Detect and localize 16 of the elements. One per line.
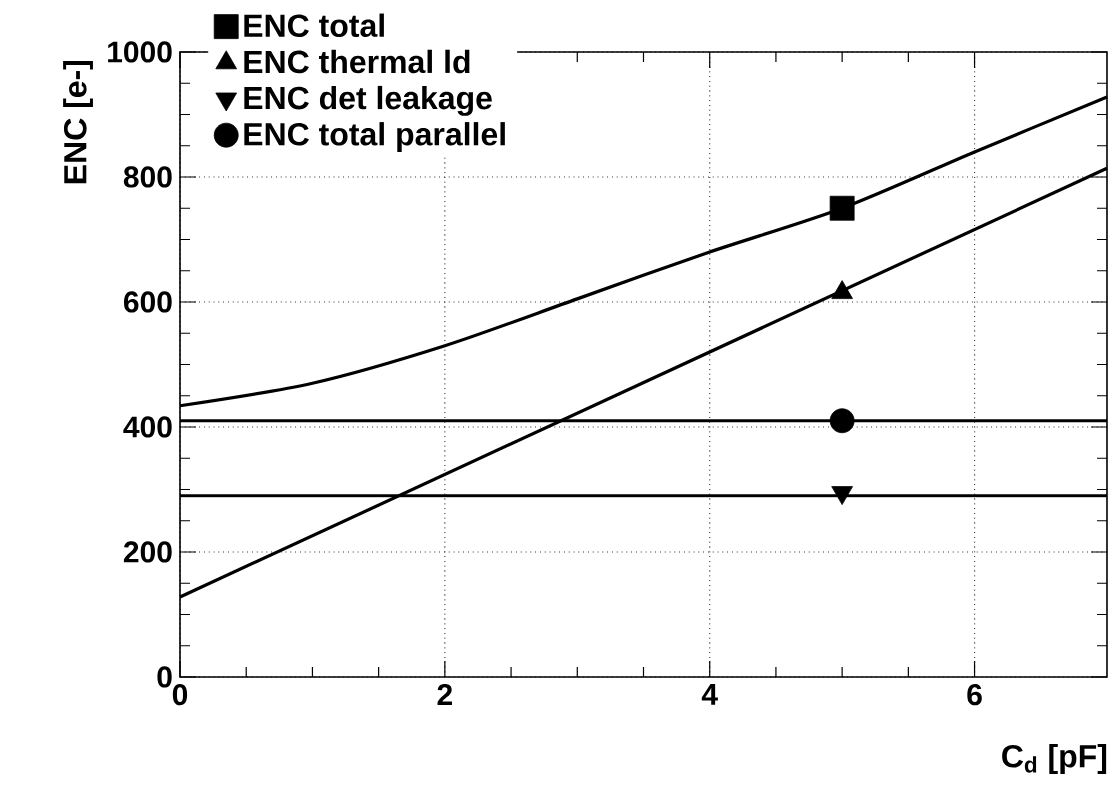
y-tick-label: 0 [157,666,172,688]
y-tick-label: 400 [123,416,172,438]
y-axis-title: ENC [e-] [63,60,93,184]
x-tick-label: 4 [701,684,718,705]
y-tick-label: 200 [123,541,172,563]
legend-label: ENC total parallel [244,122,505,152]
x-tick-label: 0 [172,684,188,706]
legend-label: ENC det leakage [244,85,492,116]
legend-label: ENC total [244,13,384,38]
x-tick-label: 2 [437,684,452,705]
y-tick-label: 600 [123,291,172,313]
x-axis-title: C$_{d}$ [pF] [1002,744,1107,774]
y-tick-label: 800 [123,166,172,188]
x-tick-label: 6 [967,684,982,706]
y-tick-label: 1000 [108,41,172,63]
legend-label: ENC thermal ld [244,49,470,74]
